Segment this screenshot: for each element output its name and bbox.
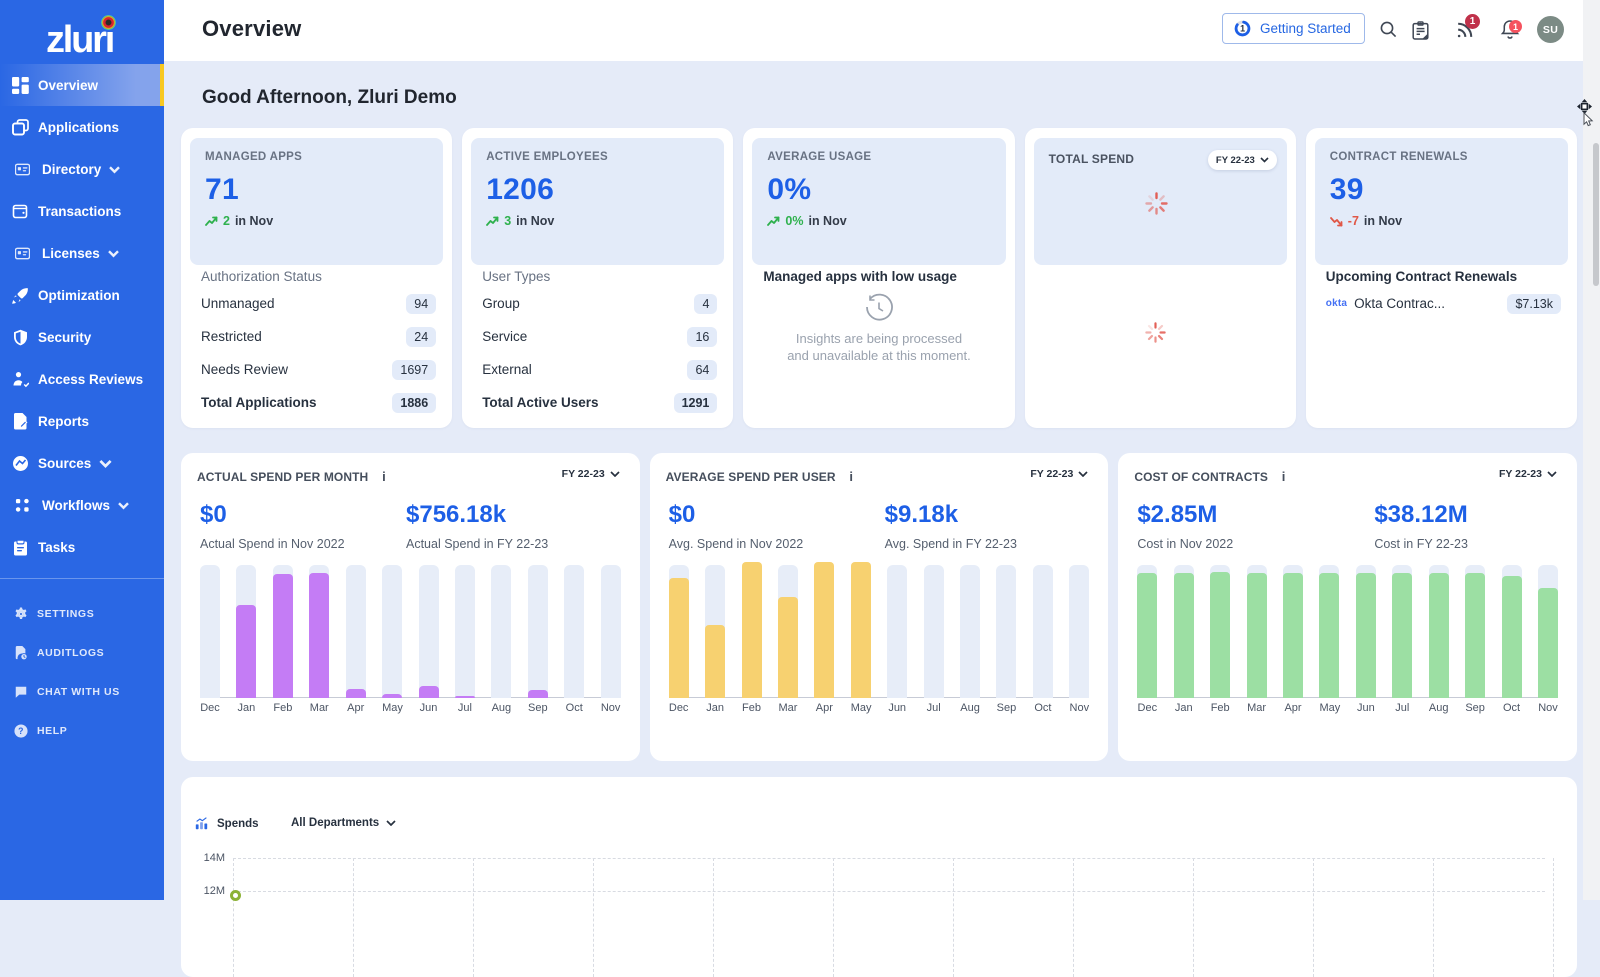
svg-text:1: 1 bbox=[1240, 24, 1245, 34]
svg-text:?: ? bbox=[18, 725, 24, 735]
